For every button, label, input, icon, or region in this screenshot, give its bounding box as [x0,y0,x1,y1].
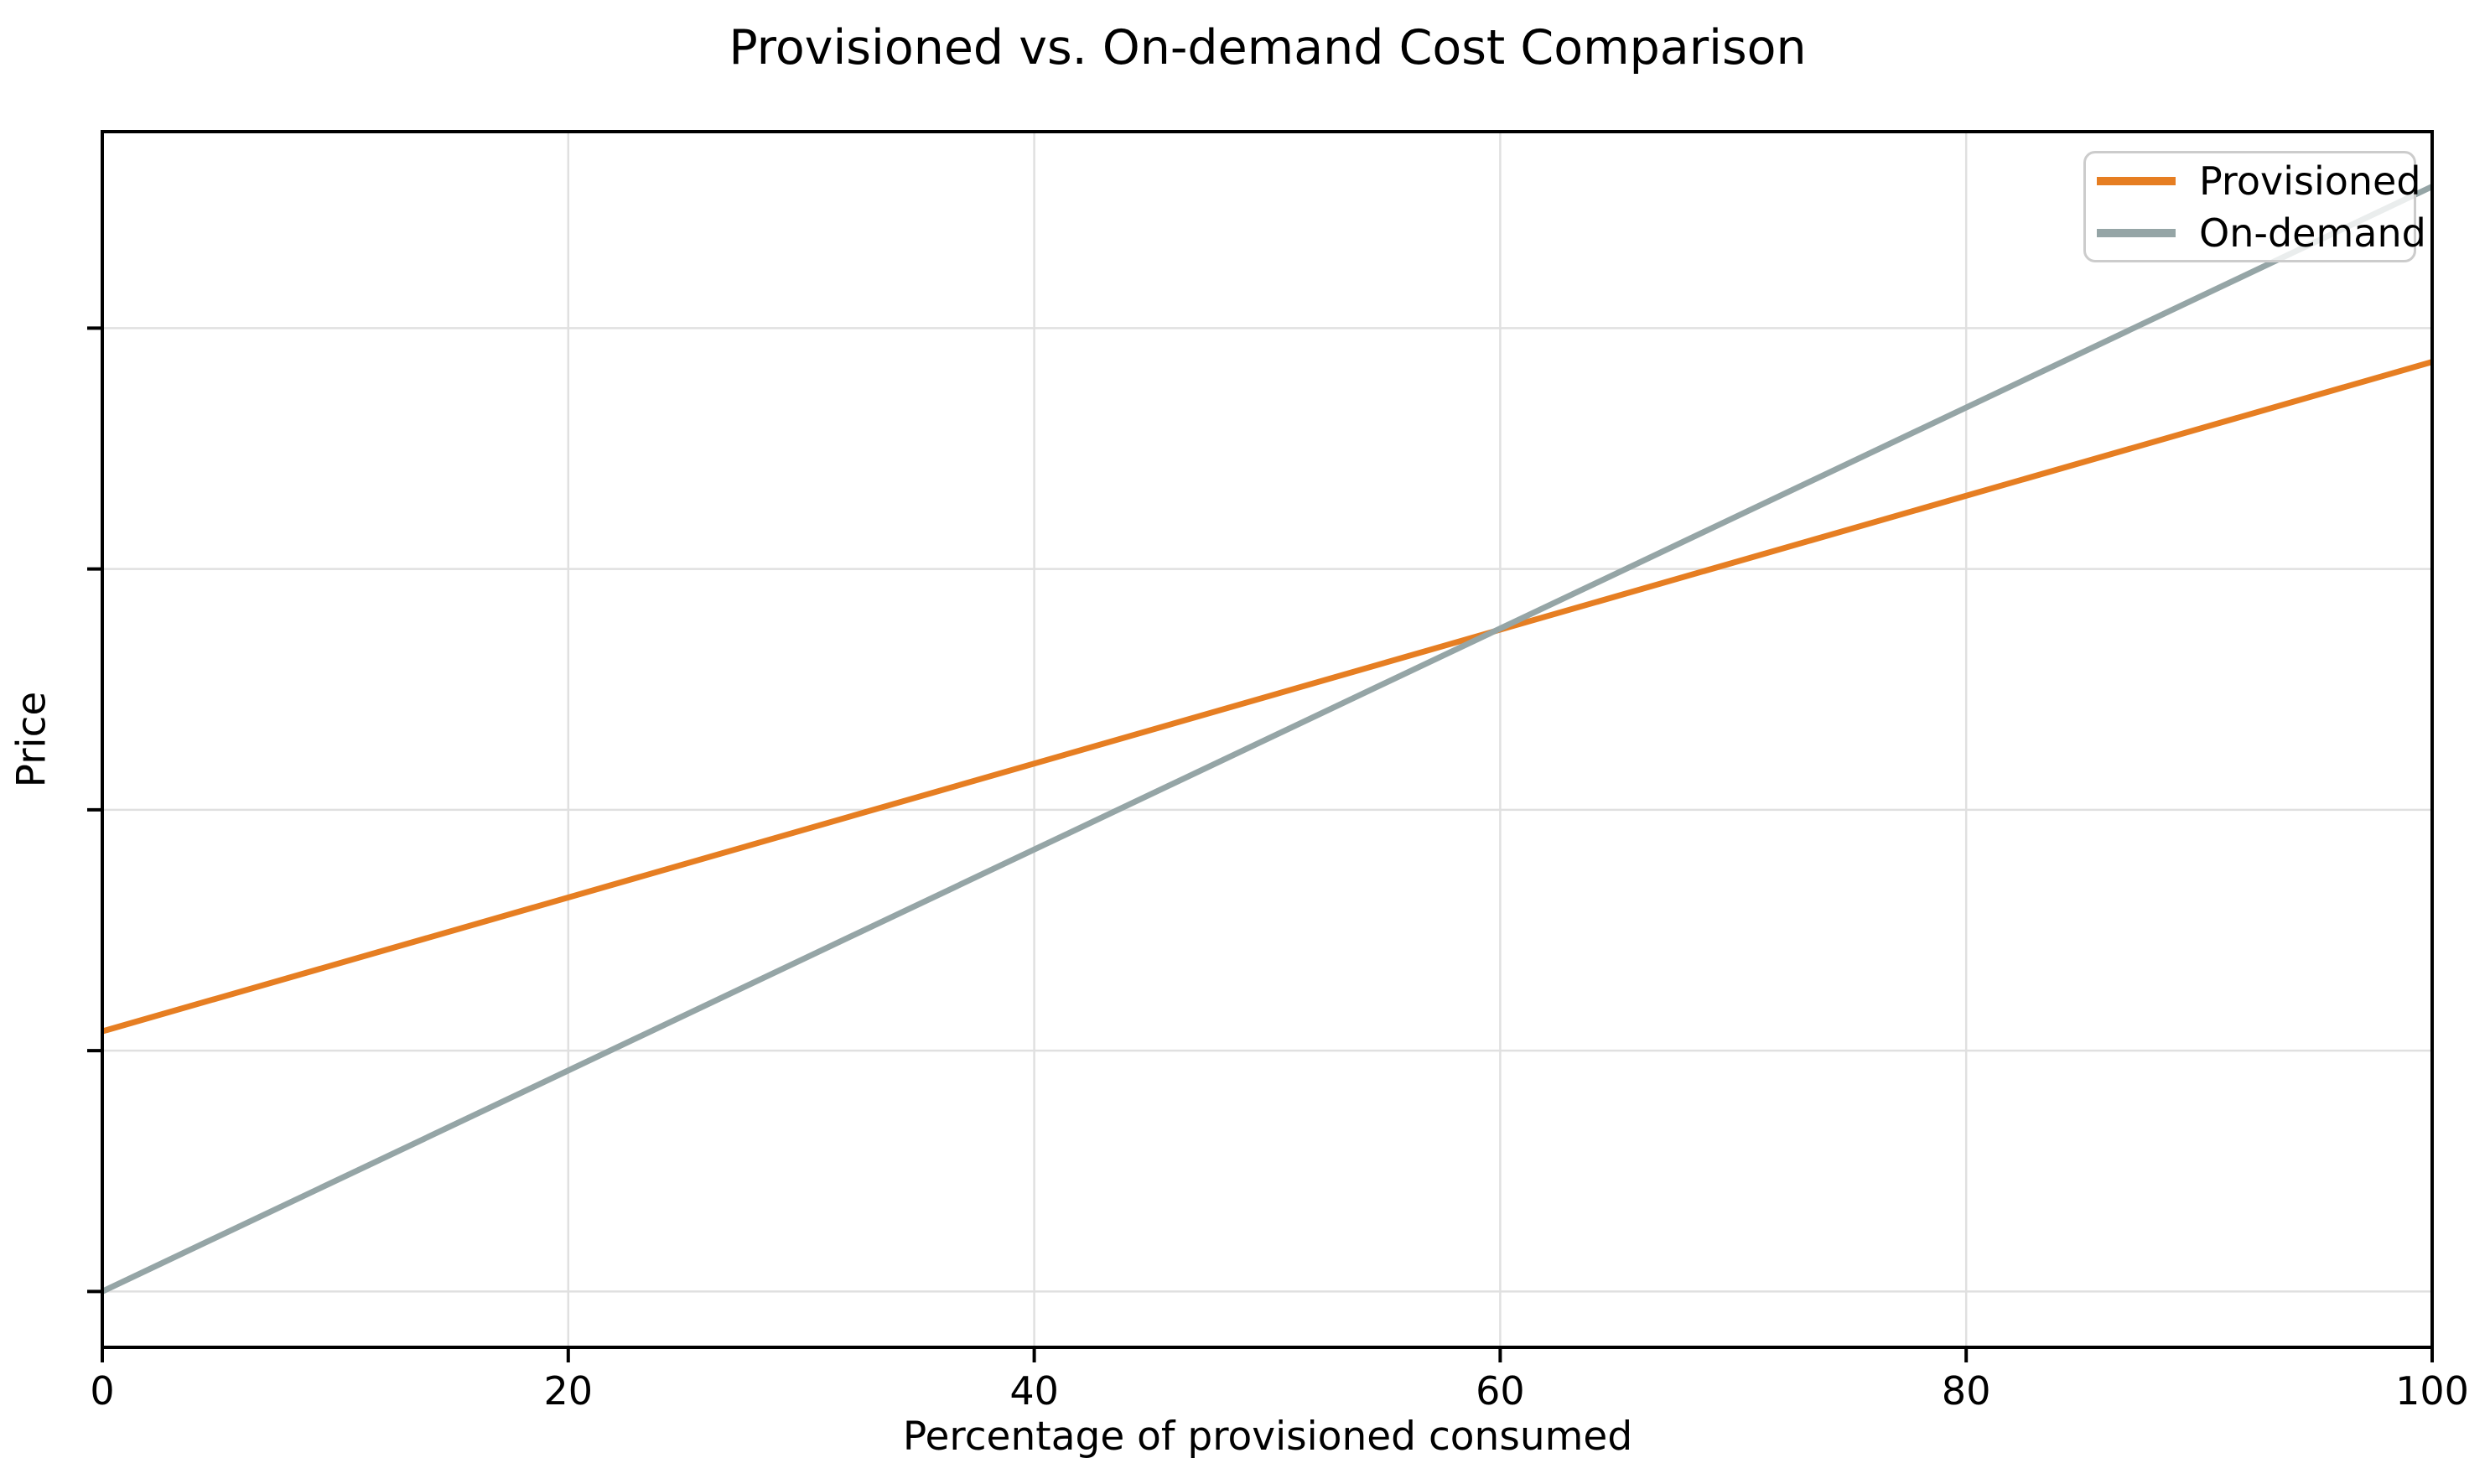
legend: Provisioned On-demand [2083,151,2426,262]
legend-label-provisioned: Provisioned [2199,158,2421,204]
axes-spines [101,130,2434,1349]
legend-item-provisioned: Provisioned [2097,161,2421,201]
chart-title: Provisioned vs. On-demand Cost Compariso… [729,20,1807,75]
x-tick-label: 40 [1009,1368,1059,1414]
x-axis-label: Percentage of provisioned consumed [902,1414,1633,1460]
x-tick-label: 100 [2395,1368,2469,1414]
x-tick-label: 20 [544,1368,594,1414]
x-tick-label: 80 [1942,1368,1991,1414]
series-line-on-demand [101,184,2434,1295]
legend-swatch-on-demand [2097,228,2176,237]
x-tick-label: 60 [1476,1368,1525,1414]
x-tick-label: 0 [90,1368,114,1414]
legend-label-on-demand: On-demand [2199,210,2426,256]
series-line-provisioned [101,359,2433,1035]
legend-item-on-demand: On-demand [2097,213,2426,253]
y-axis-label: Price [8,691,55,788]
legend-swatch-provisioned [2097,176,2176,185]
